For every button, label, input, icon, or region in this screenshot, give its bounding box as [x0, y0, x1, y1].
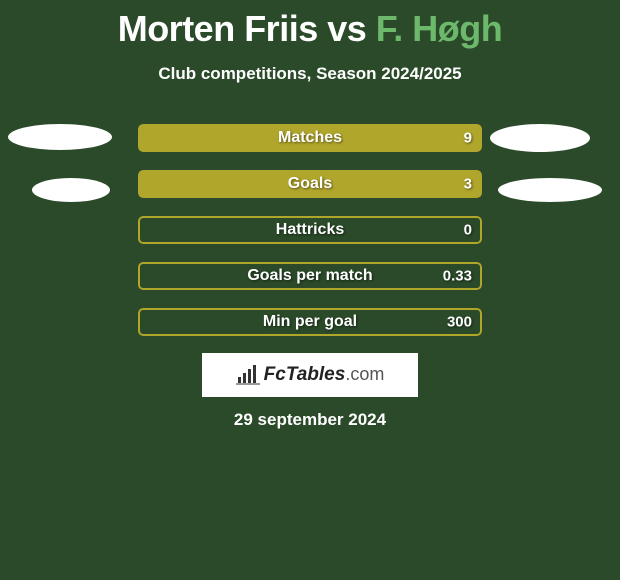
stat-label: Hattricks — [276, 221, 344, 239]
vs-text: vs — [327, 8, 366, 49]
stat-label: Goals per match — [247, 267, 372, 285]
decor-ellipse — [490, 124, 590, 152]
page-title: Morten Friis vs F. Høgh — [0, 0, 620, 50]
bar-chart-icon — [236, 365, 260, 385]
stat-value-right: 9 — [464, 130, 472, 147]
stat-row: Matches 9 — [138, 124, 482, 152]
logo-text: FcTables.com — [264, 364, 385, 386]
stat-value-right: 300 — [447, 314, 472, 331]
decor-ellipse — [32, 178, 110, 202]
stats-area: Matches 9 Goals 3 Hattricks 0 Goals per match 0… — [138, 124, 482, 354]
player1-name: Morten Friis — [118, 8, 318, 49]
stat-label: Min per goal — [263, 313, 357, 331]
player2-name: F. Høgh — [376, 8, 502, 49]
stat-value-right: 0 — [464, 222, 472, 239]
stat-label: Matches — [278, 129, 342, 147]
stat-value-right: 0.33 — [443, 268, 472, 285]
logo-main: FcTables — [264, 364, 346, 385]
stat-row: Min per goal 300 — [138, 308, 482, 336]
logo-box: FcTables.com — [202, 353, 418, 397]
decor-ellipse — [8, 124, 112, 150]
decor-ellipse — [498, 178, 602, 202]
stat-label: Goals — [288, 175, 332, 193]
date-text: 29 september 2024 — [234, 410, 386, 430]
subtitle: Club competitions, Season 2024/2025 — [0, 64, 620, 84]
stat-value-right: 3 — [464, 176, 472, 193]
logo-domain: .com — [345, 364, 384, 384]
stat-row: Goals per match 0.33 — [138, 262, 482, 290]
stat-row: Hattricks 0 — [138, 216, 482, 244]
stat-row: Goals 3 — [138, 170, 482, 198]
